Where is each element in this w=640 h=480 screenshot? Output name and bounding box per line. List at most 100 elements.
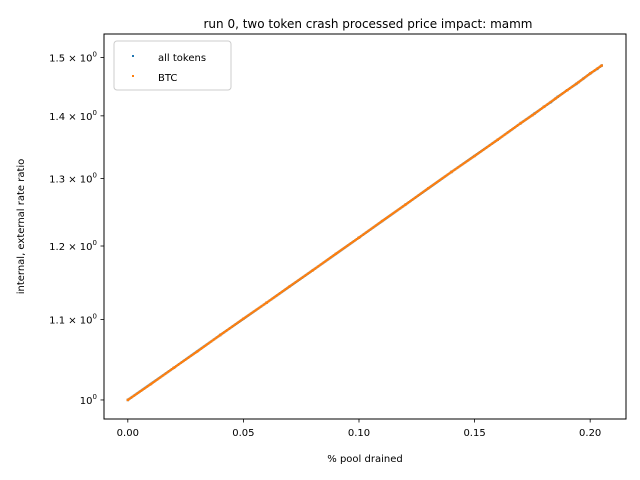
plot-marks: [126, 64, 603, 402]
data-point-fill: [138, 390, 141, 393]
data-point-fill: [460, 164, 463, 167]
data-point-fill: [262, 303, 265, 306]
data-point: [172, 366, 176, 369]
data-point-fill: [303, 274, 306, 277]
data-point-fill: [140, 389, 143, 392]
data-point-fill: [245, 315, 248, 318]
data-point-fill: [300, 276, 303, 279]
data-point: [600, 64, 603, 67]
data-point-fill: [297, 279, 300, 282]
data-point-fill: [257, 307, 260, 310]
y-tick-label: 1.2 × 100: [49, 239, 97, 253]
data-point-fill: [458, 165, 461, 168]
data-point-fill: [302, 275, 305, 278]
data-point-fill: [189, 355, 192, 358]
x-tick-label: 0.20: [579, 428, 601, 439]
data-point-fill: [186, 357, 189, 360]
data-point-fill: [305, 273, 308, 276]
data-point-fill: [144, 386, 147, 389]
data-point-fill: [147, 384, 150, 387]
data-point-fill: [136, 392, 139, 395]
data-point-fill: [261, 304, 264, 307]
data-point-fill: [293, 281, 296, 284]
x-axis-label: % pool drained: [327, 454, 402, 465]
x-tick-label: 0.15: [463, 428, 485, 439]
data-point-fill: [244, 316, 247, 319]
data-point-fill: [247, 314, 250, 317]
data-point-fill: [291, 283, 294, 286]
data-point: [126, 398, 130, 402]
data-point-fill: [135, 392, 138, 395]
data-point-fill: [292, 282, 295, 285]
data-point-fill: [464, 161, 467, 164]
data-point-fill: [256, 308, 259, 311]
data-point-fill: [465, 160, 468, 163]
data-point-fill: [453, 168, 456, 171]
x-tick-label: 0.00: [117, 428, 139, 439]
data-point-fill: [253, 310, 256, 313]
legend-marker-all-tokens: [132, 55, 134, 57]
data-point-fill: [174, 365, 177, 368]
y-tick-label: 1.4 × 100: [49, 109, 97, 123]
data-point-fill: [180, 361, 183, 364]
data-point-fill: [248, 313, 251, 316]
data-point-fill: [306, 272, 309, 275]
data-point-fill: [142, 387, 145, 390]
data-point-fill: [251, 311, 254, 314]
data-point-fill: [254, 309, 257, 312]
legend-label-all-tokens: all tokens: [158, 53, 206, 64]
data-point-fill: [134, 393, 137, 396]
data-point-fill: [145, 385, 148, 388]
data-point-fill: [290, 283, 293, 286]
data-point-fill: [467, 159, 470, 162]
data-point-fill: [463, 161, 466, 164]
data-point-fill: [455, 167, 458, 170]
data-point-fill: [462, 162, 465, 165]
data-point-fill: [131, 395, 134, 398]
data-point-fill: [129, 396, 132, 399]
data-point-fill: [456, 166, 459, 169]
data-point-fill: [471, 156, 474, 159]
data-point-fill: [307, 272, 310, 275]
data-point-fill: [187, 356, 190, 359]
y-tick-label: 100: [80, 393, 97, 407]
data-point-fill: [194, 351, 197, 354]
data-point-fill: [289, 284, 292, 287]
data-point-fill: [299, 277, 302, 280]
data-point-fill: [470, 157, 473, 160]
data-point-fill: [146, 385, 149, 388]
legend-label-btc: BTC: [158, 73, 177, 84]
y-tick-label: 1.5 × 100: [49, 51, 97, 65]
data-point-fill: [459, 164, 462, 167]
data-point-fill: [181, 361, 184, 364]
data-point-fill: [193, 352, 196, 355]
data-point-fill: [309, 270, 312, 273]
data-point-fill: [132, 394, 135, 397]
data-point-fill: [252, 310, 255, 313]
data-point-fill: [461, 163, 464, 166]
legend-box: [113, 40, 232, 91]
series-btc: [126, 64, 603, 402]
data-point-fill: [457, 166, 460, 169]
data-point-fill: [249, 312, 252, 315]
y-axis-label: internal, external rate ratio: [16, 159, 27, 295]
x-axis: 0.00 0.05 0.10 0.15 0.20: [117, 419, 601, 439]
data-point-fill: [176, 364, 179, 367]
data-point-fill: [143, 387, 146, 390]
data-point-fill: [295, 280, 298, 283]
data-point-fill: [128, 397, 131, 400]
data-point: [288, 285, 291, 288]
chart-title: run 0, two token crash processed price i…: [203, 17, 532, 31]
data-point-fill: [192, 353, 195, 356]
data-point-fill: [139, 389, 142, 392]
data-point-fill: [250, 312, 253, 315]
data-point-fill: [294, 281, 297, 284]
data-point-fill: [177, 363, 180, 366]
legend: all tokens BTC: [113, 40, 232, 91]
data-point-fill: [175, 365, 178, 368]
data-point-fill: [133, 394, 136, 397]
x-tick-label: 0.05: [232, 428, 254, 439]
data-point-fill: [298, 278, 301, 281]
data-point-fill: [190, 354, 193, 357]
